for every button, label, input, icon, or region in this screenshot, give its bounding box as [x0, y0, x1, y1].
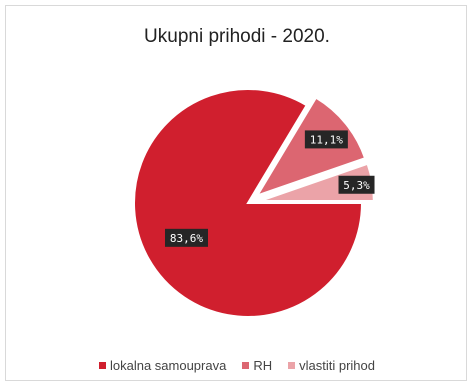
pie-chart: 83,6% 11,1% 5,3% — [133, 88, 375, 318]
svg-text:83,6%: 83,6% — [170, 232, 203, 245]
legend-item-lokalna-samouprava: lokalna samouprava — [98, 358, 227, 373]
legend-label: RH — [253, 358, 273, 373]
chart-legend: lokalna samouprava RH vlastiti prihod — [0, 358, 474, 373]
data-label-rh: 11,1% — [304, 130, 348, 149]
legend-label: lokalna samouprava — [109, 358, 227, 373]
svg-text:5,3%: 5,3% — [343, 179, 370, 192]
chart-title: Ukupni prihodi - 2020. — [144, 26, 330, 47]
legend-label: vlastiti prihod — [299, 358, 375, 373]
legend-swatch — [288, 362, 296, 369]
legend-item-rh: RH — [242, 358, 272, 373]
data-label-vlastiti-prihod: 5,3% — [338, 175, 375, 194]
legend-item-vlastiti-prihod: vlastiti prihod — [288, 358, 375, 373]
legend-swatch — [98, 362, 106, 369]
slice-lokalna-samouprava — [133, 88, 364, 318]
legend-swatch — [242, 362, 250, 369]
data-label-lokalna-samouprava: 83,6% — [164, 228, 208, 247]
svg-text:11,1%: 11,1% — [310, 133, 343, 146]
